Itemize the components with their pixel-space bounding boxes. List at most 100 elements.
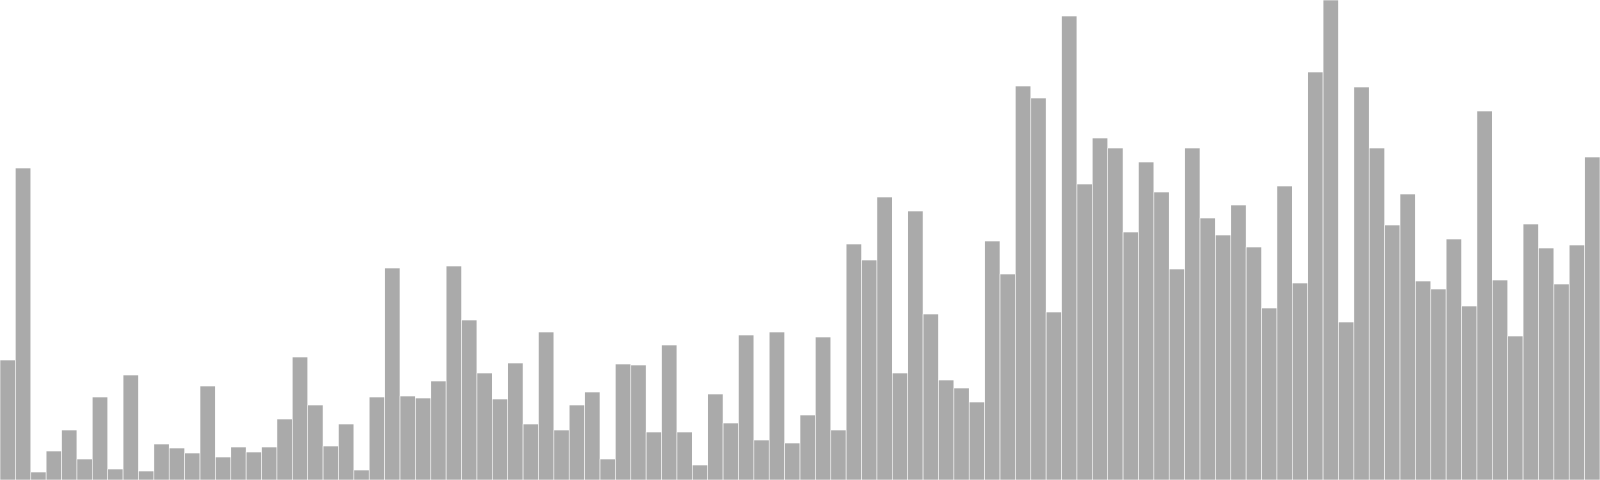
bar	[1153, 191, 1170, 480]
bar	[1507, 335, 1524, 480]
bar	[522, 423, 539, 480]
bar	[584, 391, 601, 480]
bar	[353, 469, 370, 480]
bar	[845, 243, 862, 480]
bar	[630, 364, 647, 480]
bar	[1492, 279, 1508, 480]
bar	[661, 344, 678, 480]
bar	[1292, 282, 1308, 480]
bar	[830, 429, 847, 480]
bar	[1353, 86, 1370, 480]
bar	[245, 451, 262, 480]
bar	[676, 431, 693, 480]
bar	[1168, 268, 1185, 480]
bar	[1368, 147, 1385, 480]
bar	[538, 331, 555, 480]
bar	[1568, 244, 1585, 480]
bar	[1338, 321, 1355, 480]
bar	[1015, 85, 1032, 480]
bar	[492, 398, 508, 480]
bar	[368, 396, 385, 480]
bar	[938, 379, 955, 480]
bar	[168, 447, 185, 480]
bar	[15, 167, 32, 480]
bar	[738, 334, 755, 480]
bar	[892, 372, 908, 480]
bar	[784, 442, 801, 480]
bar	[476, 372, 493, 480]
bar	[384, 267, 401, 480]
bar	[338, 423, 355, 480]
bar	[907, 210, 924, 480]
bar	[1322, 0, 1339, 480]
bar	[276, 418, 293, 480]
bar	[122, 374, 139, 480]
bar	[461, 319, 478, 480]
bar	[999, 273, 1016, 480]
bar	[1061, 15, 1078, 480]
bar	[1584, 156, 1600, 480]
bar	[1107, 147, 1124, 480]
bar	[1307, 71, 1324, 480]
bar	[107, 468, 124, 480]
bar	[861, 259, 878, 480]
bar	[753, 439, 770, 480]
bar	[138, 470, 155, 480]
bar	[953, 387, 970, 480]
bar	[399, 395, 416, 480]
bar	[568, 404, 585, 480]
bar	[1215, 234, 1232, 480]
bar	[645, 431, 662, 480]
bar	[1184, 147, 1201, 480]
bar	[1245, 246, 1262, 480]
bar	[1445, 238, 1462, 480]
bar	[30, 471, 47, 480]
bar	[230, 446, 247, 480]
bar	[1538, 247, 1555, 480]
bar	[815, 336, 832, 480]
bar	[722, 422, 739, 480]
bar	[1045, 311, 1062, 480]
bar	[0, 359, 16, 480]
bar	[1415, 280, 1432, 480]
bar	[45, 450, 62, 480]
bar	[1030, 97, 1047, 480]
bar	[984, 240, 1001, 480]
bar	[615, 363, 632, 480]
bar	[1138, 161, 1155, 480]
bar	[1553, 283, 1570, 480]
bar	[707, 393, 724, 480]
bar	[322, 445, 339, 480]
bar	[1261, 307, 1278, 480]
bar	[1076, 183, 1093, 480]
bar	[968, 401, 985, 480]
bar	[1461, 305, 1478, 480]
bar	[215, 456, 232, 480]
bar	[507, 362, 524, 480]
bar	[1122, 231, 1139, 480]
bar	[1199, 217, 1216, 480]
bar	[199, 385, 216, 480]
bar	[1522, 223, 1539, 480]
bar	[1276, 185, 1293, 480]
bar	[768, 331, 785, 480]
bar	[1476, 110, 1493, 480]
bar	[799, 414, 816, 480]
bar	[922, 313, 939, 480]
bar	[415, 397, 432, 480]
bar	[184, 452, 201, 480]
bar	[445, 265, 462, 480]
bar	[307, 404, 324, 480]
bar	[261, 446, 278, 480]
bar	[876, 196, 893, 480]
bar	[1230, 204, 1247, 480]
bar	[76, 458, 93, 480]
bar	[292, 356, 308, 480]
bar	[1092, 137, 1108, 480]
bar	[553, 429, 570, 480]
bar	[1399, 193, 1416, 480]
bar	[692, 464, 708, 480]
bar	[1384, 224, 1401, 480]
